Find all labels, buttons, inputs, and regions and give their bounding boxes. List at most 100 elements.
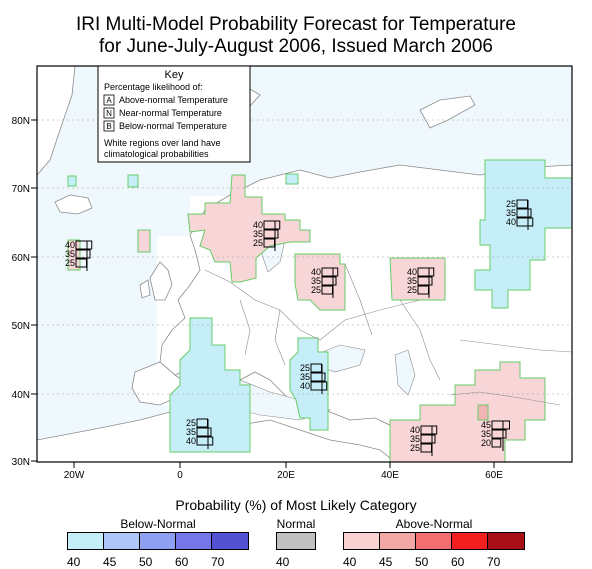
legend-tick-below: 45 — [103, 555, 117, 569]
forecast-bar — [417, 276, 433, 286]
country-borders — [204, 263, 572, 406]
legend-swatch-above — [488, 533, 524, 549]
legend-tick-below: 40 — [67, 555, 81, 569]
forecast-bar — [321, 276, 337, 286]
forecast-value: 25 — [506, 199, 516, 209]
forecast-value: 40 — [65, 240, 75, 250]
legend-above-label: Above-Normal — [395, 517, 473, 531]
forecast-bar — [420, 434, 436, 444]
forecast-bar — [310, 381, 328, 391]
forecast-bar — [196, 427, 212, 437]
map-title-line1: IRI Multi-Model Probability Forecast for… — [76, 14, 516, 35]
lat-label-30n: 30N — [12, 457, 30, 468]
legend-tick-above: 50 — [415, 555, 429, 569]
forecast-bar — [417, 267, 435, 277]
longitude-axis: 20W 0 20E 40E 60E — [64, 462, 503, 481]
forecast-glyphs: 4035254035254035254035252535402535402535… — [65, 199, 534, 456]
forecast-value: 35 — [407, 276, 417, 286]
lon-label-0: 0 — [177, 470, 183, 481]
legend-below-colorbar — [67, 532, 249, 550]
lat-label-60n: 60N — [12, 253, 30, 264]
key-letter-a: A — [106, 96, 112, 105]
graticule — [37, 119, 572, 395]
key-box: Key Percentage likelihood of: A Above-no… — [97, 65, 251, 163]
lon-label-60e: 60E — [485, 470, 503, 481]
lat-label-40n: 40N — [12, 390, 30, 401]
forecast-bar — [491, 429, 507, 439]
forecast-value: 25 — [65, 258, 75, 268]
legend-title: Probability (%) of Most Likely Category — [175, 497, 417, 513]
legend-normal-colorbar — [276, 532, 316, 550]
forecast-bar — [196, 436, 214, 446]
forecast-value: 25 — [311, 285, 321, 295]
key-note-line1: White regions over land have — [104, 138, 221, 148]
legend-tick-above: 45 — [379, 555, 393, 569]
forecast-value: 35 — [311, 276, 321, 286]
legend-tick-below: 50 — [139, 555, 153, 569]
legend-tick-above: 60 — [451, 555, 465, 569]
forecast-value: 40 — [186, 436, 196, 446]
forecast-bar — [263, 229, 279, 239]
legend-swatch-below — [140, 533, 176, 549]
forecast-bar — [75, 240, 93, 250]
forecast-value: 40 — [300, 381, 310, 391]
forecast-value: 40 — [407, 267, 417, 277]
legend-swatch-below — [212, 533, 248, 549]
map-frame — [36, 65, 573, 463]
key-item-above: Above-normal Temperature — [119, 95, 228, 105]
legend-below-label: Below-Normal — [120, 517, 196, 531]
key-item-below: Below-normal Temperature — [119, 121, 227, 131]
lon-label-20w: 20W — [64, 470, 85, 481]
lat-label-50n: 50N — [12, 321, 30, 332]
forecast-value: 35 — [253, 229, 263, 239]
key-item-near: Near-normal Temperature — [119, 108, 222, 118]
forecast-value: 35 — [410, 434, 420, 444]
key-subtitle: Percentage likelihood of: — [104, 82, 203, 92]
legend-swatch-above — [452, 533, 488, 549]
forecast-bar — [491, 438, 502, 448]
legend-swatch-below — [176, 533, 212, 549]
legend-tick-below: 60 — [175, 555, 189, 569]
key-letter-n: N — [106, 109, 112, 118]
forecast-bar — [75, 249, 91, 259]
legend-tick-normal: 40 — [276, 555, 290, 569]
forecast-value: 40 — [506, 217, 516, 227]
forecast-bar — [310, 372, 326, 382]
legend-swatch-normal — [277, 533, 315, 549]
forecast-bar — [491, 420, 510, 430]
forecast-value: 45 — [481, 420, 491, 430]
legend-normal-label: Normal — [276, 517, 316, 531]
lon-label-20e: 20E — [277, 470, 295, 481]
forecast-bar — [263, 220, 281, 230]
legend-tick-below: 70 — [211, 555, 225, 569]
forecast-value: 25 — [253, 238, 263, 248]
legend-swatch-below — [68, 533, 104, 549]
key-letter-b: B — [106, 122, 111, 131]
legend-swatch-above — [380, 533, 416, 549]
forecast-bar — [321, 267, 339, 277]
land-iceland — [54, 194, 93, 215]
map-title-line2: for June-July-August 2006, Issued March … — [99, 36, 493, 57]
key-note-line2: climatological probabilities — [104, 149, 209, 159]
forecast-value: 40 — [253, 220, 263, 230]
forecast-value: 40 — [410, 425, 420, 435]
forecast-value: 35 — [186, 427, 196, 437]
land-greenland — [37, 66, 76, 176]
legend-swatch-above — [344, 533, 380, 549]
legend-tick-above: 40 — [343, 555, 357, 569]
forecast-value: 35 — [300, 372, 310, 382]
forecast-value: 35 — [65, 249, 75, 259]
forecast-value: 25 — [186, 418, 196, 428]
lat-label-70n: 70N — [12, 184, 30, 195]
forecast-regions — [67, 159, 572, 462]
legend-swatch-above — [416, 533, 452, 549]
